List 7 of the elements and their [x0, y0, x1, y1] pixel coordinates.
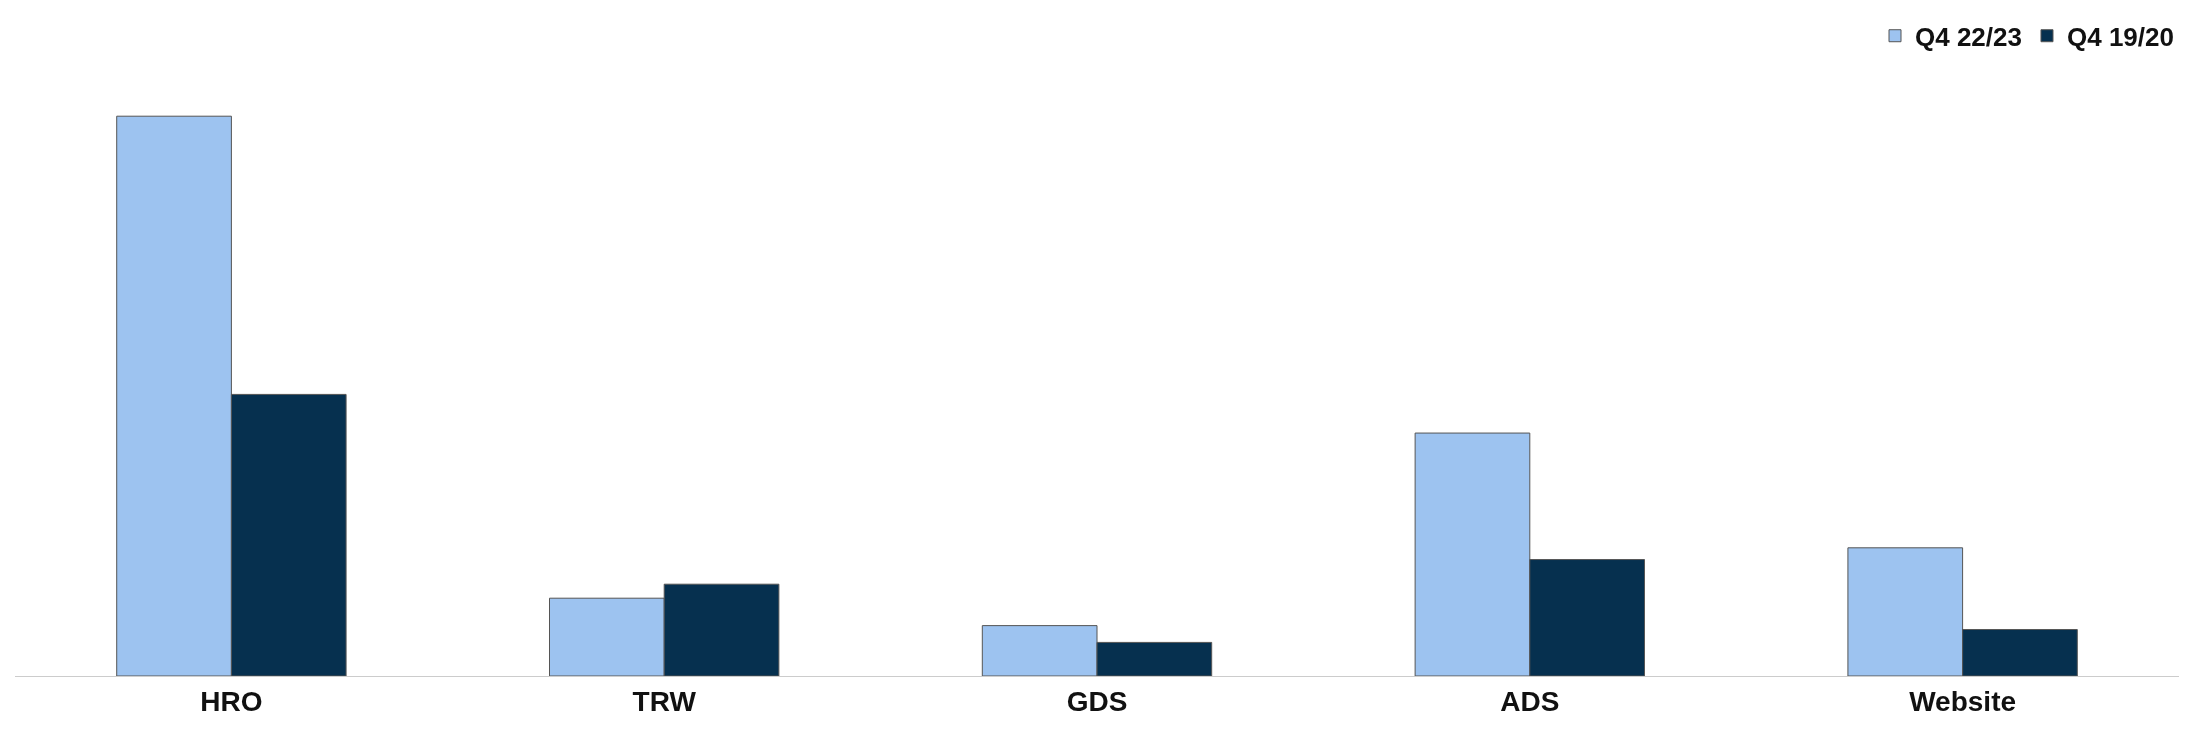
legend-label: Q4 22/23	[1915, 21, 2022, 52]
x-tick-label: GDS	[1066, 685, 1128, 717]
x-tick-label: ADS	[1500, 685, 1560, 717]
x-tick-label: TRW	[632, 685, 697, 717]
x-tick-label: HRO	[200, 685, 263, 717]
x-tick-label: Website	[1909, 685, 2017, 717]
legend-label: Q4 19/20	[2066, 21, 2174, 52]
